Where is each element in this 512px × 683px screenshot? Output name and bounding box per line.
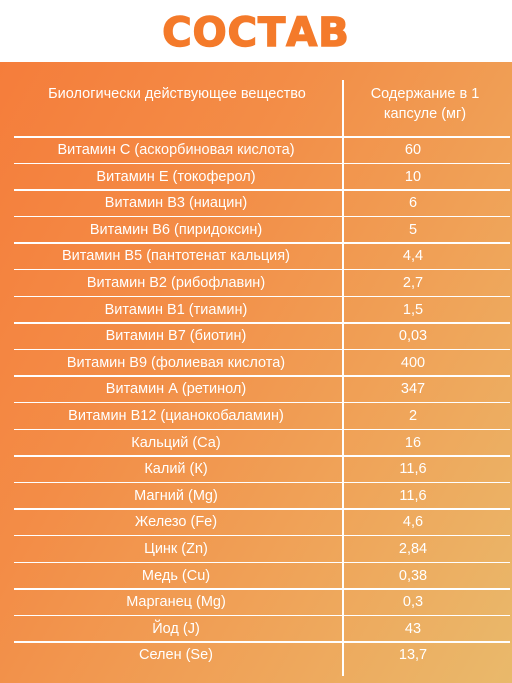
substance-name: Медь (Cu)	[141, 567, 211, 584]
table-row: Калий (К) 11,6	[0, 455, 512, 482]
row-separator	[14, 401, 510, 404]
row-separator	[14, 481, 510, 484]
table-row: Железо (Fe) 4,6	[0, 508, 512, 535]
row-separator	[14, 375, 510, 377]
row-separator	[14, 614, 510, 617]
substance-name: Йод (J)	[152, 620, 200, 637]
substance-amount: 4,6	[402, 514, 424, 531]
row-separator	[14, 641, 510, 643]
substance-name: Витамин В12 (цианокобаламин)	[68, 407, 284, 424]
row-separator	[14, 162, 510, 165]
table-row: Медь (Cu) 0,38	[0, 561, 512, 589]
substance-amount: 0,3	[402, 594, 424, 611]
table-row: Витамин В7 (биотин) 0,03	[0, 322, 512, 349]
table-row: Витамин С (аскорбиновая кислота) 60	[0, 136, 512, 163]
substance-name: Витамин В5 (пантотенат кальция)	[62, 248, 290, 265]
substance-amount: 60	[404, 142, 422, 158]
substance-name: Магний (Mg)	[134, 487, 218, 504]
substance-amount: 6	[408, 195, 418, 212]
substance-name: Цинк (Zn)	[144, 540, 208, 557]
substance-name: Железо (Fe)	[134, 514, 218, 531]
table-row: Витамин В1 (тиамин) 1,5	[0, 295, 512, 323]
table-row: Витамин В2 (рибофлавин) 2,7	[0, 268, 512, 296]
substance-name: Марганец (Mg)	[126, 594, 226, 611]
row-separator	[14, 561, 510, 563]
substance-amount: 43	[404, 620, 422, 637]
row-separator	[14, 322, 510, 324]
row-separator	[14, 534, 510, 537]
composition-table: Биологически действующее вещество Содерж…	[0, 62, 512, 683]
table-row: Витамин В12 (цианокобаламин) 2	[0, 401, 512, 429]
substance-amount: 1,5	[402, 301, 424, 318]
table-row: Цинк (Zn) 2,84	[0, 534, 512, 562]
substance-name: Витамин Е (токоферол)	[96, 168, 256, 185]
table-row: Марганец (Mg) 0,3	[0, 588, 512, 615]
table-row: Витамин А (ретинол) 347	[0, 375, 512, 402]
row-separator	[14, 588, 510, 590]
substance-amount: 13,7	[398, 647, 428, 664]
substance-name: Калий (К)	[144, 461, 208, 478]
substance-amount: 2,7	[402, 274, 424, 291]
table-row: Йод (J) 43	[0, 614, 512, 642]
substance-name: Витамин В1 (тиамин)	[104, 301, 248, 318]
table-row: Витамин В3 (ниацин) 6	[0, 189, 512, 216]
substance-amount: 11,6	[399, 461, 427, 478]
row-separator	[14, 348, 510, 351]
table-row: Витамин В5 (пантотенат кальция) 4,4	[0, 242, 512, 269]
substance-amount: 5	[408, 221, 418, 238]
substance-name: Селен (Se)	[138, 647, 213, 664]
substance-name: Витамин В7 (биотин)	[105, 328, 247, 345]
substance-name: Витамин В2 (рибофлавин)	[86, 274, 266, 291]
substance-amount: 4,4	[402, 248, 424, 265]
row-separator	[14, 268, 510, 271]
substance-amount: 16	[404, 434, 422, 451]
table-header: Биологически действующее вещество Содерж…	[0, 84, 512, 132]
substance-name: Витамин С (аскорбиновая кислота)	[57, 142, 295, 158]
substance-amount: 0,38	[398, 567, 428, 584]
substance-amount: 10	[404, 168, 422, 185]
substance-amount: 400	[400, 354, 426, 371]
row-separator	[14, 455, 510, 457]
row-separator	[14, 295, 510, 298]
table-row: Магний (Mg) 11,6	[0, 481, 512, 509]
substance-name: Витамин В3 (ниацин)	[104, 195, 248, 212]
table-row: Селен (Se) 13,7	[0, 641, 512, 668]
row-separator	[14, 215, 510, 218]
substance-name: Витамин А (ретинол)	[105, 381, 247, 398]
substance-amount: 0,03	[398, 328, 428, 345]
row-separator	[14, 136, 510, 138]
header-substance: Биологически действующее вещество	[48, 86, 306, 102]
substance-name: Витамин В9 (фолиевая кислота)	[66, 354, 286, 371]
substance-name: Кальций (Са)	[131, 434, 221, 451]
page-title: СОСТАВ	[162, 9, 350, 57]
row-separator	[14, 189, 510, 191]
substance-name: Витамин В6 (пиридоксин)	[89, 221, 263, 238]
substance-amount: 11,6	[399, 487, 427, 504]
table-row: Кальций (Са) 16	[0, 428, 512, 456]
substance-amount: 2	[408, 407, 418, 424]
row-separator	[14, 508, 510, 510]
row-separator	[14, 242, 510, 244]
table-row: Витамин В6 (пиридоксин) 5	[0, 215, 512, 243]
table-body: Витамин С (аскорбиновая кислота) 60 Витами…	[0, 136, 512, 668]
header-content: Содержание в 1 капсуле (мг)	[370, 86, 480, 122]
substance-amount: 2,84	[398, 540, 428, 557]
title-band: СОСТАВ	[0, 0, 512, 62]
substance-amount: 347	[400, 381, 426, 398]
table-row: Витамин В9 (фолиевая кислота) 400	[0, 348, 512, 376]
table-row: Витамин Е (токоферол) 10	[0, 162, 512, 190]
column-divider	[342, 80, 344, 676]
row-separator	[14, 428, 510, 431]
